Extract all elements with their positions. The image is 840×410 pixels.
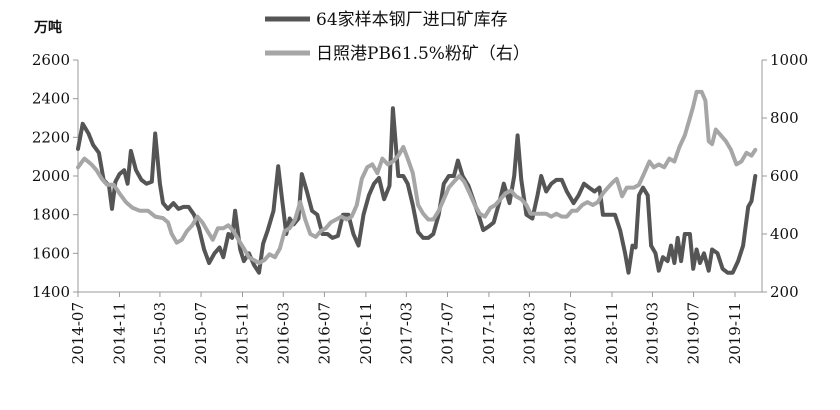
x-tick-label: 2019-11 (726, 302, 744, 364)
x-tick-label: 2014-11 (110, 302, 128, 364)
legend-label-series-2: 日照港PB61.5%粉矿（右） (316, 44, 530, 64)
y-right-tick-label: 800 (770, 109, 799, 127)
x-tick-label: 2015-07 (192, 302, 210, 364)
y-left-tick-label: 1600 (32, 244, 70, 262)
series-line-1 (76, 106, 758, 275)
y-left-tick-label: 1400 (32, 283, 70, 301)
y-left-tick-label: 1800 (32, 206, 70, 224)
x-tick-label: 2018-11 (603, 302, 621, 364)
series-layer (76, 89, 758, 275)
y-left-tick-label: 2400 (32, 90, 70, 108)
y-left-tick-label: 2200 (32, 128, 70, 146)
x-tick-label: 2015-11 (234, 302, 252, 364)
x-tick-label: 2014-07 (69, 302, 87, 364)
legend-label-series-1: 64家样本钢厂进口矿库存 (316, 10, 508, 30)
x-tick-label: 2018-03 (520, 302, 538, 364)
x-tick-label: 2017-03 (397, 302, 415, 364)
x-tick-label: 2017-07 (438, 302, 456, 364)
x-tick-label: 2018-07 (562, 302, 580, 364)
x-tick-label: 2019-03 (643, 302, 661, 364)
x-tick-label: 2016-03 (274, 302, 292, 364)
tick-labels-layer: 1400 1600 1800 2000 2200 2400 2600 200 400 600 800… (32, 51, 808, 364)
legend: 64家样本钢厂进口矿库存 日照港PB61.5%粉矿（右） (265, 10, 530, 64)
series-line-2 (76, 89, 758, 265)
y-left-tick-label: 2000 (32, 167, 70, 185)
left-axis-unit: 万吨 (33, 19, 62, 36)
axes-layer (73, 59, 767, 297)
x-tick-label: 2016-07 (315, 302, 333, 364)
x-tick-label: 2016-11 (357, 302, 375, 364)
y-right-tick-label: 600 (770, 167, 799, 185)
y-right-tick-label: 1000 (770, 51, 808, 69)
x-tick-label: 2015-03 (151, 302, 169, 364)
x-tick-label: 2019-07 (685, 302, 703, 364)
y-right-tick-label: 400 (770, 225, 799, 243)
x-tick-label: 2017-11 (480, 302, 498, 364)
y-left-tick-label: 2600 (32, 51, 70, 69)
y-right-tick-label: 200 (770, 283, 799, 301)
